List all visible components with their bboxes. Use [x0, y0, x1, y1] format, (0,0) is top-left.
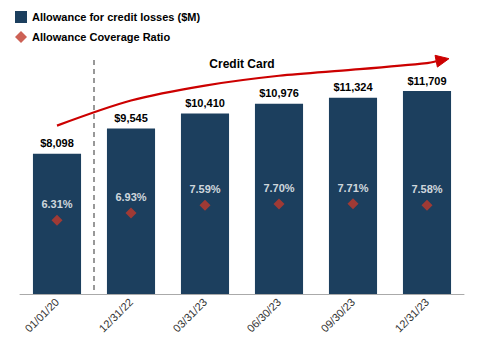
svg-text:06/30/23: 06/30/23	[245, 296, 284, 335]
svg-text:7.71%: 7.71%	[337, 182, 368, 194]
svg-text:$11,709: $11,709	[407, 75, 446, 87]
svg-text:Allowance for credit losses ($: Allowance for credit losses ($M)	[32, 11, 200, 23]
svg-text:$9,545: $9,545	[114, 112, 148, 124]
svg-text:$10,410: $10,410	[185, 97, 225, 109]
svg-text:6.31%: 6.31%	[41, 198, 72, 210]
svg-text:7.58%: 7.58%	[411, 183, 442, 195]
svg-text:03/31/23: 03/31/23	[171, 296, 210, 335]
svg-text:6.93%: 6.93%	[115, 191, 146, 203]
svg-text:7.70%: 7.70%	[263, 182, 294, 194]
svg-text:12/31/22: 12/31/22	[97, 296, 136, 335]
svg-text:7.59%: 7.59%	[189, 183, 220, 195]
svg-text:$8,098: $8,098	[40, 137, 74, 149]
svg-text:$11,324: $11,324	[333, 81, 373, 93]
svg-text:Allowance Coverage Ratio: Allowance Coverage Ratio	[32, 31, 170, 43]
svg-text:Credit Card: Credit Card	[209, 57, 274, 71]
svg-text:09/30/23: 09/30/23	[319, 296, 358, 335]
svg-text:12/31/23: 12/31/23	[393, 296, 432, 335]
svg-text:01/01/20: 01/01/20	[23, 296, 62, 335]
svg-text:$10,976: $10,976	[259, 87, 299, 99]
